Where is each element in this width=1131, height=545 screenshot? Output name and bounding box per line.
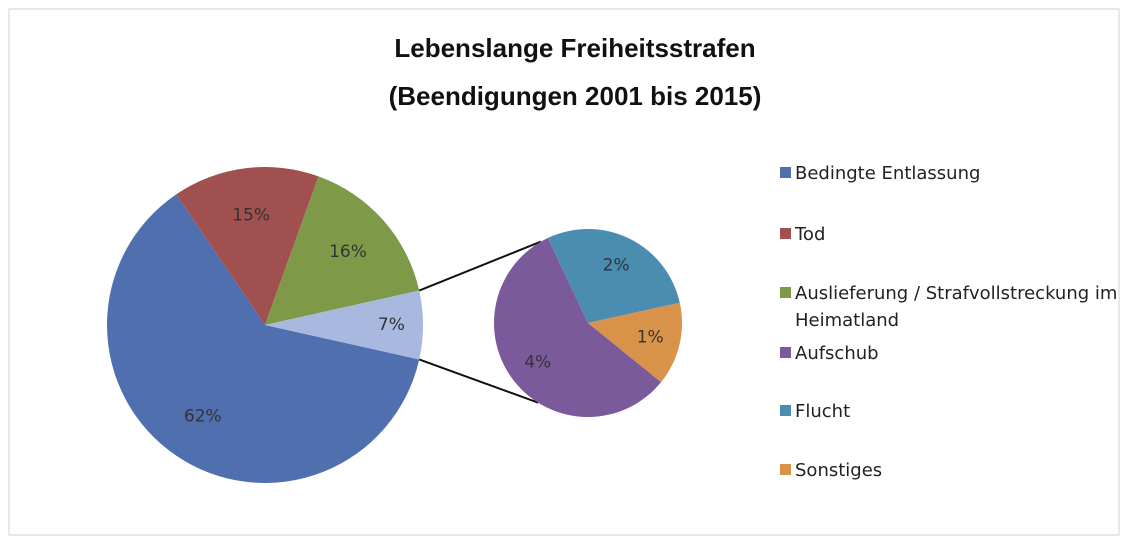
legend-item: Sonstiges [780,457,1125,484]
legend-swatch [780,167,791,178]
pie-slice [493,238,662,417]
frame-border [8,8,1120,536]
chart-subtitle: (Beendigungen 2001 bis 2015) [389,81,762,111]
legend-label: Tod [795,224,826,245]
legend-label: Flucht [795,401,851,422]
chart-title: Lebenslange Freiheitsstrafen [394,33,755,63]
legend-label: Bedingte Entlassung [795,163,981,184]
legend-item: Aufschub [780,340,1125,367]
pie-slice [176,167,319,325]
legend-swatch [780,347,791,358]
legend-item: Flucht [780,398,1125,425]
pie-slice-other [265,290,423,360]
connector-line [418,358,539,404]
legend-item: Tod [780,221,1125,248]
legend-swatch [780,287,791,298]
slice-label: 2% [603,256,630,276]
legend-swatch [780,228,791,239]
pie-slice [265,176,420,325]
connector-line [418,240,542,292]
slice-label: 62% [184,406,222,426]
pie-slice [588,302,682,383]
slice-label: 7% [378,315,405,335]
legend-label: Aufschub [795,343,879,364]
legend-label: Auslieferung / Strafvollstreckung im Hei… [795,283,1118,331]
legend-swatch [780,464,791,475]
slice-label: 4% [524,352,551,372]
legend-item: Auslieferung / Strafvollstreckung im Hei… [780,280,1125,334]
slice-label: 15% [232,205,270,225]
slice-label: 1% [637,328,664,348]
legend-label: Sonstiges [795,460,883,481]
pie-slice [547,229,680,323]
pie-slice [106,194,420,483]
slice-label: 16% [329,242,367,262]
legend-item: Bedingte Entlassung [780,160,1125,187]
legend-swatch [780,405,791,416]
